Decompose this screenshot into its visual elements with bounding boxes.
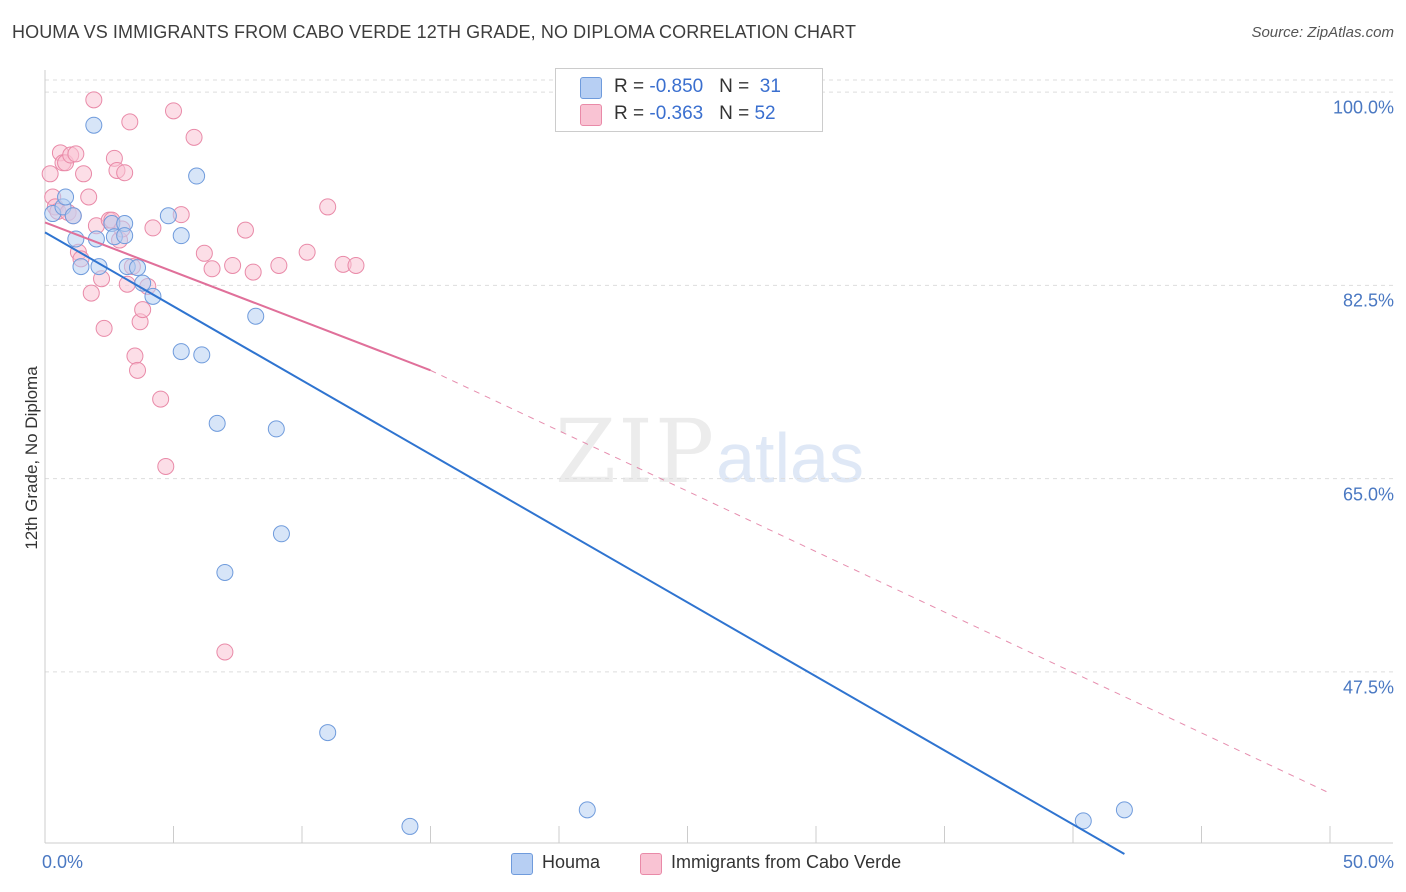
houma-point [188, 167, 206, 185]
cabo-verde-point [270, 256, 288, 274]
zipatlas-watermark: ZIPatlas [555, 400, 864, 503]
houma-swatch [511, 853, 533, 875]
houma-point [272, 525, 290, 543]
houma-point [85, 116, 103, 134]
houma-point [578, 801, 596, 819]
n-value: 31 [759, 76, 781, 97]
houma-point [193, 346, 211, 364]
cabo-verde-point [236, 221, 254, 239]
y-tick-label: 82.5% [1342, 290, 1394, 311]
legend-text-cabo-verde: R = -0.363 N = 52 [614, 103, 776, 125]
cabo-verde-point [195, 244, 213, 262]
houma-point [129, 259, 147, 277]
cabo-verde-point [121, 113, 139, 131]
legend-text-houma: R = -0.850 N = 31 [614, 76, 781, 98]
cabo-verde-point [298, 243, 316, 261]
y-tick-label: 47.5% [1342, 677, 1394, 698]
cabo-verde-point [347, 256, 365, 274]
houma-point [172, 227, 190, 245]
chart-title: HOUMA VS IMMIGRANTS FROM CABO VERDE 12TH… [12, 22, 857, 42]
cabo-verde-point [185, 128, 203, 146]
correlation-legend: R = -0.850 N = 31 R = -0.363 N = 52 [555, 68, 823, 132]
houma-point [72, 258, 90, 276]
cabo-verde-point [165, 102, 182, 120]
x-tick-label-min: 0.0% [42, 852, 84, 872]
r-value: -0.850 [649, 76, 704, 97]
houma-point [267, 420, 285, 438]
houma-point [319, 724, 337, 742]
cabo-verde-point [216, 643, 234, 661]
r-label: R = [614, 103, 650, 124]
x-tick-label-max: 50.0% [1342, 852, 1394, 872]
cabo-verde-point [75, 165, 93, 183]
cabo-verde-point [129, 361, 147, 379]
cabo-verde-swatch [580, 104, 602, 126]
houma-point [401, 817, 419, 835]
cabo-verde-point [224, 256, 242, 274]
cabo-verde-point [134, 301, 152, 319]
houma-point [159, 207, 177, 225]
cabo-verde-point [95, 319, 113, 337]
r-label: R = [614, 76, 650, 97]
cabo-verde-point [126, 347, 144, 365]
houma-point [216, 563, 234, 581]
cabo-verde-point [67, 145, 85, 163]
cabo-verde-point [41, 165, 59, 183]
cabo-verde-point [157, 457, 175, 475]
watermark-zip: ZIP [555, 400, 717, 503]
n-value: 52 [754, 103, 776, 124]
cabo-verde-swatch [640, 853, 662, 875]
y-tick-label: 100.0% [1332, 97, 1394, 118]
cabo-verde-point [152, 390, 170, 408]
houma-trendline [44, 231, 1125, 855]
source-label: Source: ZipAtlas.com [1251, 24, 1394, 41]
cabo-verde-point [319, 198, 337, 216]
houma-point [1074, 812, 1092, 830]
cabo-verde-trendline [44, 221, 431, 372]
cabo-verde-point [203, 260, 221, 278]
houma-point [116, 227, 134, 245]
cabo-verde-point [116, 164, 134, 182]
cabo-verde-point [144, 219, 162, 237]
bottom-legend-label: Houma [542, 852, 601, 872]
cabo-verde-point [85, 91, 103, 109]
houma-point [1115, 801, 1133, 819]
houma-point [57, 188, 75, 206]
cabo-verde-trendline-extension [430, 369, 1331, 794]
n-label: N = [719, 103, 755, 124]
y-tick-label: 65.0% [1342, 484, 1394, 505]
houma-point [208, 414, 226, 432]
y-axis-label: 12th Grade, No Diploma [22, 366, 41, 550]
r-value: -0.363 [649, 103, 704, 124]
houma-swatch [580, 77, 602, 99]
houma-point [64, 207, 82, 225]
cabo-verde-point [82, 284, 100, 302]
n-label: N = [719, 76, 755, 97]
houma-point [247, 307, 265, 325]
houma-point [172, 343, 190, 361]
cabo-verde-point [244, 263, 262, 281]
cabo-verde-point [80, 188, 98, 206]
watermark-atlas: atlas [716, 419, 864, 497]
houma-point [90, 258, 108, 276]
bottom-legend-label: Immigrants from Cabo Verde [671, 852, 902, 872]
